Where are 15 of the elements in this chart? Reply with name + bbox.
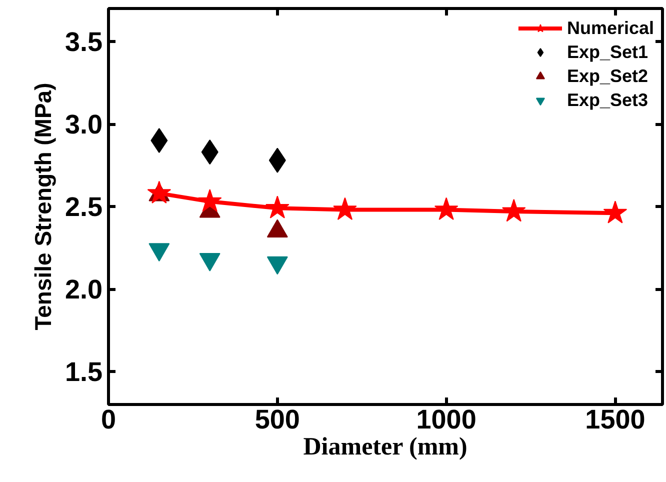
y-tick-label: 2.5	[64, 192, 103, 222]
y-tick-label: 3.0	[64, 110, 103, 140]
legend-label: Exp_Set1	[566, 40, 648, 64]
x-axis-title: Diameter (mm)	[303, 434, 468, 460]
y-tick-label: 2.0	[64, 274, 103, 304]
y-tick-label: 3.5	[64, 27, 103, 57]
legend-label: Exp_Set3	[566, 88, 648, 112]
x-tick-label: 500	[254, 404, 300, 434]
x-tick-label: 1500	[585, 404, 646, 434]
y-axis-title: Tensile Strength (MPa)	[30, 82, 56, 330]
legend-label: Exp_Set2	[566, 64, 648, 88]
legend-label: Numerical	[566, 16, 654, 40]
x-tick-label: 1000	[416, 404, 476, 434]
x-tick-label: 0	[100, 404, 116, 434]
y-tick-label: 1.5	[64, 357, 103, 387]
